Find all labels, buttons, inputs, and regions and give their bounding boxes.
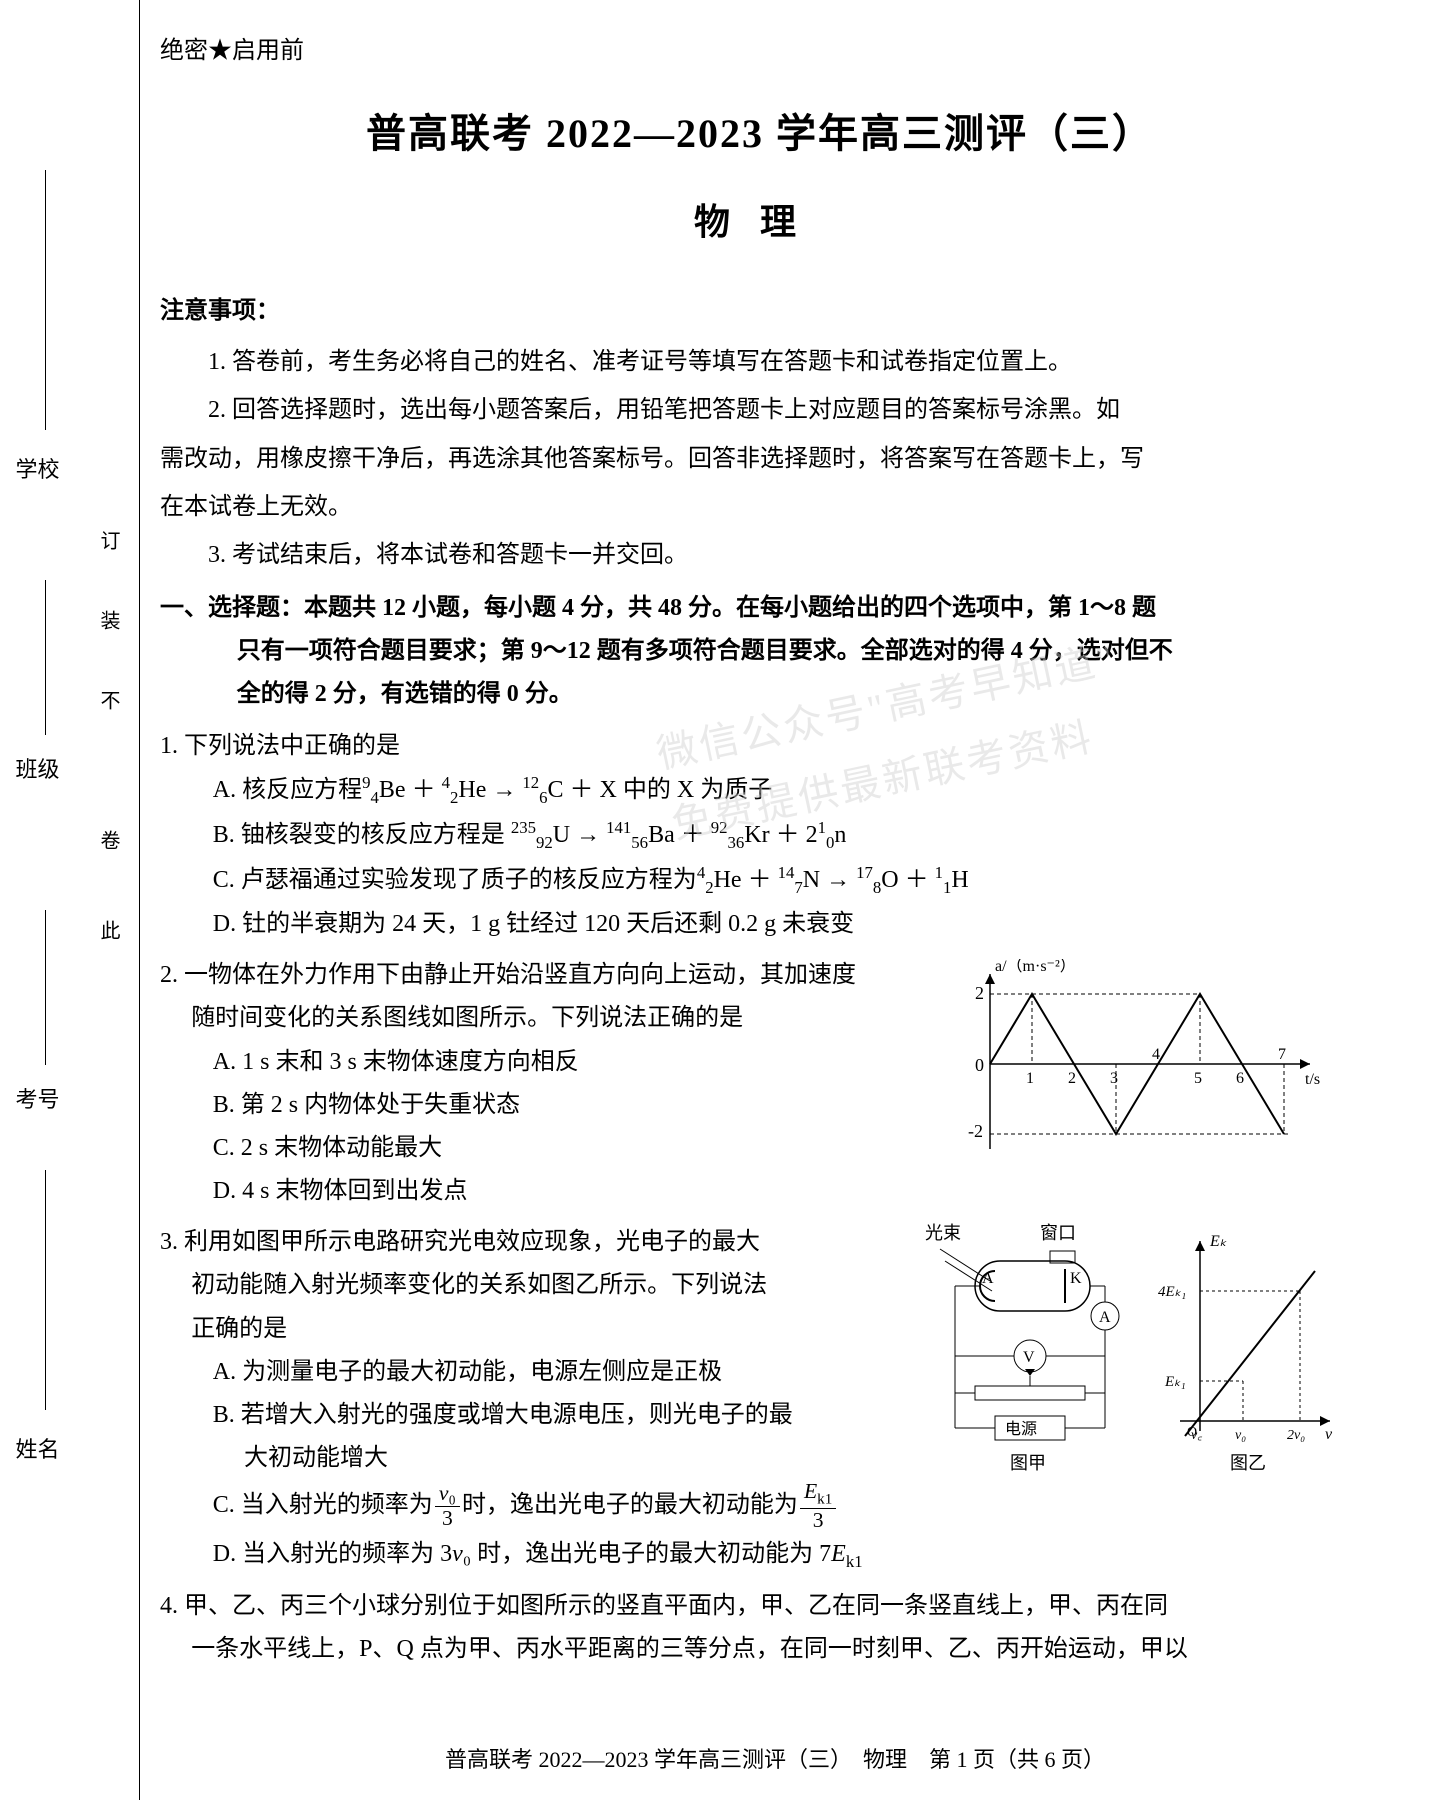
notice-1: 1. 答卷前，考生务必将自己的姓名、准考证号等填写在答题卡和试卷指定位置上。 xyxy=(160,341,1360,384)
svg-text:2: 2 xyxy=(1068,1070,1076,1087)
svg-text:K: K xyxy=(1070,1270,1082,1287)
q2-stem2: 随时间变化的关系图线如图所示。下列说法正确的是 xyxy=(160,997,950,1040)
question-3: 3. 利用如图甲所示电路研究光电效应现象，光电子的最大 初动能随入射光频率变化的… xyxy=(160,1221,1360,1577)
q3-stem1: 3. 利用如图甲所示电路研究光电效应现象，光电子的最大 xyxy=(160,1221,920,1264)
field-name: 姓名 xyxy=(10,1430,65,1470)
q3-d: D. 当入射光的频率为 3v₀ 时，逸出光电子的最大初动能为 7Ek1 xyxy=(160,1533,1360,1577)
svg-text:Eₖ₁: Eₖ₁ xyxy=(1164,1374,1186,1390)
svg-text:7: 7 xyxy=(1278,1046,1286,1063)
q4-line2: 一条水平线上，P、Q 点为甲、丙水平距离的三等分点，在同一时刻甲、乙、丙开始运动… xyxy=(160,1628,1360,1671)
q1-a: A. 核反应方程94Be ＋ 42He → 126C ＋ X 中的 X 为质子 xyxy=(160,768,1360,813)
q3-stem3: 正确的是 xyxy=(160,1308,920,1351)
q1-b: B. 铀核裂变的核反应方程是 23592U → 14156Ba ＋ 9236Kr… xyxy=(160,813,1360,858)
question-1: 1. 下列说法中正确的是 A. 核反应方程94Be ＋ 42He → 126C … xyxy=(160,725,1360,946)
svg-text:3: 3 xyxy=(1110,1070,1118,1087)
q2-chart: 2 0 -2 1 2 3 4 5 6 7 a/（m·s⁻²） t/s xyxy=(960,959,1330,1169)
svg-text:V: V xyxy=(1023,1349,1035,1366)
svg-text:光束: 光束 xyxy=(925,1223,961,1243)
secret-label: 绝密★启用前 xyxy=(160,30,1360,73)
page-content: 绝密★启用前 普高联考 2022—2023 学年高三测评（三） 物理 注意事项：… xyxy=(160,30,1390,1671)
field-examno: 考号 xyxy=(10,1080,65,1120)
notice-2a: 2. 回答选择题时，选出每小题答案后，用铅笔把答题卡上对应题目的答案标号涂黑。如 xyxy=(160,389,1360,432)
svg-text:t/s: t/s xyxy=(1305,1071,1320,1088)
q1-c: C. 卢瑟福通过实验发现了质子的核反应方程为42He ＋ 147N → 178O… xyxy=(160,858,1360,903)
field-school: 学校 xyxy=(10,450,65,490)
q3-stem2: 初动能随入射光频率变化的关系如图乙所示。下列说法 xyxy=(160,1264,920,1307)
svg-text:v: v xyxy=(1325,1426,1333,1443)
q4-line1: 4. 甲、乙、丙三个小球分别位于如图所示的竖直平面内，甲、乙在同一条竖直线上，甲… xyxy=(160,1585,1360,1628)
section1-line2: 只有一项符合题目要求；第 9～12 题有多项符合题目要求。全部选对的得 4 分，… xyxy=(160,630,1360,673)
svg-text:图乙: 图乙 xyxy=(1230,1453,1266,1473)
field-class: 班级 xyxy=(10,750,65,790)
svg-text:4: 4 xyxy=(1152,1046,1160,1063)
svg-text:图甲: 图甲 xyxy=(1010,1453,1046,1473)
svg-text:2: 2 xyxy=(975,983,984,1003)
svg-text:2v₀: 2v₀ xyxy=(1287,1428,1305,1443)
notice-2c: 在本试卷上无效。 xyxy=(160,486,1360,529)
q3-figures: 光束 窗口 K A A V xyxy=(920,1221,1340,1511)
notice-title: 注意事项： xyxy=(160,290,1360,333)
svg-text:电源: 电源 xyxy=(1005,1420,1037,1438)
exam-title: 普高联考 2022—2023 学年高三测评（三） xyxy=(160,98,1360,170)
q2-b: B. 第 2 s 内物体处于失重状态 xyxy=(160,1084,950,1127)
section1-line3: 全的得 2 分，有选错的得 0 分。 xyxy=(160,673,1360,716)
q2-c: C. 2 s 末物体动能最大 xyxy=(160,1127,950,1170)
binding-char-2: 装 xyxy=(90,610,126,648)
svg-text:6: 6 xyxy=(1236,1070,1244,1087)
q3-b2: 大初动能增大 xyxy=(160,1437,920,1480)
svg-text:0: 0 xyxy=(975,1055,984,1075)
q1-stem: 1. 下列说法中正确的是 xyxy=(160,725,1360,768)
svg-text:A: A xyxy=(1099,1309,1111,1326)
q2-a: A. 1 s 末和 3 s 末物体速度方向相反 xyxy=(160,1041,950,1084)
svg-text:5: 5 xyxy=(1194,1070,1202,1087)
q2-stem1: 2. 一物体在外力作用下由静止开始沿竖直方向向上运动，其加速度 xyxy=(160,954,950,997)
q3-a: A. 为测量电子的最大初动能，电源左侧应是正极 xyxy=(160,1351,920,1394)
svg-text:a/（m·s⁻²）: a/（m·s⁻²） xyxy=(995,959,1076,975)
subject-title: 物理 xyxy=(160,190,1360,255)
q3-b: B. 若增大入射光的强度或增大电源电压，则光电子的最 xyxy=(160,1394,920,1437)
page-footer: 普高联考 2022—2023 学年高三测评（三） 物理 第 1 页（共 6 页） xyxy=(160,1740,1390,1780)
binding-margin: 学校 订 班级 装 不 卷 此 考号 姓名 xyxy=(0,0,140,1800)
svg-text:4Eₖ₁: 4Eₖ₁ xyxy=(1158,1284,1186,1300)
notice-2b: 需改动，用橡皮擦干净后，再选涂其他答案标号。回答非选择题时，将答案写在答题卡上，… xyxy=(160,438,1360,481)
binding-char-1: 订 xyxy=(90,530,126,568)
binding-char-4: 卷 xyxy=(90,830,126,868)
binding-char-3: 不 xyxy=(90,690,126,728)
svg-text:v꜀: v꜀ xyxy=(1191,1428,1202,1443)
question-2: 2. 一物体在外力作用下由静止开始沿竖直方向向上运动，其加速度 随时间变化的关系… xyxy=(160,954,1360,1213)
svg-text:Eₖ: Eₖ xyxy=(1209,1233,1227,1250)
q2-d: D. 4 s 末物体回到出发点 xyxy=(160,1170,950,1213)
section1-line1: 一、选择题：本题共 12 小题，每小题 4 分，共 48 分。在每小题给出的四个… xyxy=(160,587,1360,630)
notice-3: 3. 考试结束后，将本试卷和答题卡一并交回。 xyxy=(160,534,1360,577)
q1-d: D. 钍的半衰期为 24 天，1 g 钍经过 120 天后还剩 0.2 g 未衰… xyxy=(160,903,1360,946)
question-4: 4. 甲、乙、丙三个小球分别位于如图所示的竖直平面内，甲、乙在同一条竖直线上，甲… xyxy=(160,1585,1360,1671)
svg-text:窗口: 窗口 xyxy=(1040,1223,1076,1243)
svg-text:-2: -2 xyxy=(968,1121,983,1141)
svg-text:1: 1 xyxy=(1026,1070,1034,1087)
svg-text:v₀: v₀ xyxy=(1235,1428,1246,1443)
binding-char-5: 此 xyxy=(90,920,126,958)
